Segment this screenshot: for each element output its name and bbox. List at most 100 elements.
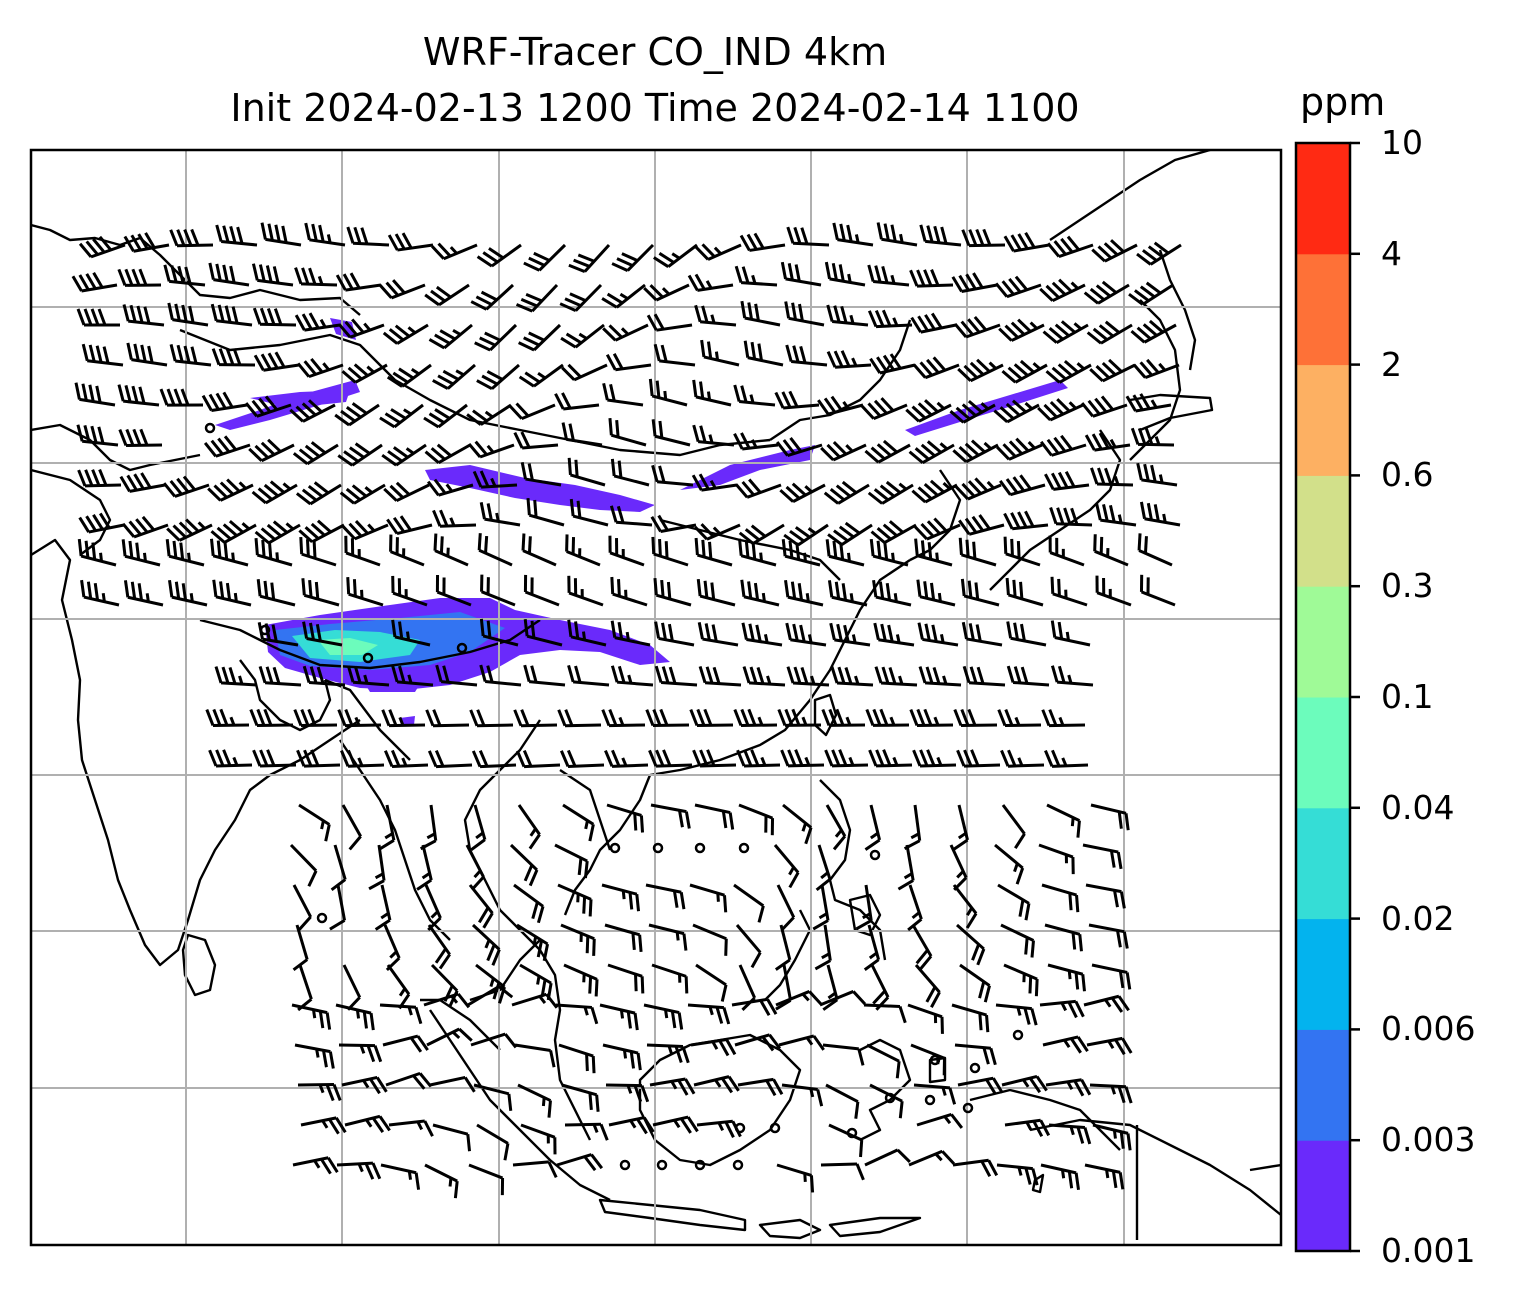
coastline-segment: [563, 774, 652, 916]
wind-barb: [334, 402, 380, 427]
wind-barb: [567, 619, 607, 647]
wind-barb: [697, 622, 739, 647]
wind-barb: [646, 1043, 690, 1064]
wind-barb: [555, 1003, 599, 1025]
colorbar-segment: [1296, 475, 1350, 587]
wind-barb: [733, 883, 765, 923]
wind-barb: [300, 1116, 347, 1135]
wind-barb: [1039, 434, 1087, 457]
wind-barb: [826, 304, 869, 327]
wind-barb: [289, 399, 336, 423]
wind-barb: [954, 477, 1002, 501]
wind-barb: [783, 523, 829, 547]
wind-barb: [605, 1083, 650, 1103]
wind-barb: [738, 538, 777, 567]
wind-barb: [475, 963, 506, 1004]
colorbar-tick-label: 0.003: [1381, 1120, 1476, 1160]
wind-barb: [468, 884, 494, 929]
wind-barb: [301, 578, 340, 607]
wind-barb: [1044, 749, 1089, 768]
wind-barb: [479, 618, 519, 647]
wind-barb: [292, 441, 339, 466]
wind-barb: [211, 348, 256, 367]
wind-barb: [78, 512, 125, 534]
coastline-segment: [1249, 1163, 1281, 1172]
wind-barb: [479, 664, 522, 687]
chart-title-line-1: WRF-Tracer CO_IND 4km: [422, 30, 888, 74]
wind-barb: [1003, 963, 1039, 997]
wind-barb: [1000, 749, 1045, 768]
wind-barb: [738, 803, 775, 836]
calm-wind-circle: [362, 652, 374, 664]
wind-barb: [1050, 620, 1091, 647]
wind-barb: [643, 1003, 684, 1030]
calm-wind-circle: [204, 422, 216, 434]
wind-barb: [866, 1043, 901, 1079]
wind-barb: [905, 399, 952, 423]
calm-wind-circle: [656, 1159, 668, 1171]
colorbar-tick-label: 10: [1381, 123, 1423, 162]
wind-barb: [205, 708, 250, 727]
wind-barb: [121, 515, 169, 539]
colorbar-tick-label: 0.006: [1381, 1009, 1476, 1049]
wind-barb: [734, 265, 778, 287]
wind-barb: [740, 579, 780, 607]
wind-barb: [604, 923, 643, 952]
colorbar-label: ppm: [1300, 80, 1386, 124]
wind-barb: [739, 232, 786, 252]
wind-barb: [519, 963, 553, 1001]
wind-barb: [337, 442, 383, 467]
wind-barb: [651, 464, 694, 487]
wind-barb: [427, 924, 451, 970]
wind-barb: [77, 468, 122, 488]
wind-barb: [470, 283, 515, 311]
wind-barb: [815, 844, 832, 892]
wind-barb: [385, 1071, 433, 1090]
wind-barb: [294, 267, 338, 287]
wind-barb: [957, 358, 1004, 383]
wind-barb: [601, 883, 641, 912]
wind-barb: [416, 844, 433, 891]
wind-barb: [822, 1043, 865, 1066]
wind-barb: [743, 340, 784, 367]
wind-barb: [117, 384, 160, 407]
calm-wind-circle: [609, 842, 621, 854]
wind-barb: [608, 418, 647, 447]
wind-barb: [341, 1076, 388, 1095]
colorbar-tick-label: 0.02: [1381, 898, 1455, 938]
wind-barb: [511, 992, 559, 1009]
wind-barb: [469, 709, 514, 728]
wind-barb: [513, 431, 559, 450]
wind-barb: [650, 803, 691, 829]
wind-barb: [604, 749, 649, 768]
wind-barb: [123, 232, 170, 253]
wind-barb: [828, 1123, 864, 1158]
wind-barb: [1037, 398, 1084, 422]
wind-barb: [346, 226, 390, 247]
wind-barb: [391, 619, 431, 647]
wind-barb: [863, 924, 881, 971]
wind-barb: [291, 1003, 332, 1030]
wind-barb: [563, 963, 599, 997]
wind-barb: [289, 843, 318, 887]
wind-barb: [956, 749, 1001, 768]
wind-barb: [520, 1123, 557, 1155]
wind-barb: [1039, 278, 1086, 303]
wind-barb: [651, 963, 689, 994]
wind-barb: [823, 480, 870, 505]
wind-barb: [81, 343, 124, 367]
coastline-segment: [1158, 249, 1197, 371]
wind-barb: [423, 403, 468, 429]
wind-barb: [869, 538, 909, 567]
wind-barb: [424, 443, 471, 464]
wind-barb: [814, 924, 832, 971]
wind-barb: [212, 579, 252, 607]
wind-barb: [867, 309, 913, 329]
wind-barb: [341, 363, 388, 384]
wind-barb: [162, 475, 210, 498]
wind-barb: [203, 435, 251, 458]
wind-barb: [1088, 923, 1129, 949]
wind-barb: [601, 709, 646, 728]
coastline-segment: [519, 929, 592, 1141]
wind-barb: [1046, 803, 1081, 838]
